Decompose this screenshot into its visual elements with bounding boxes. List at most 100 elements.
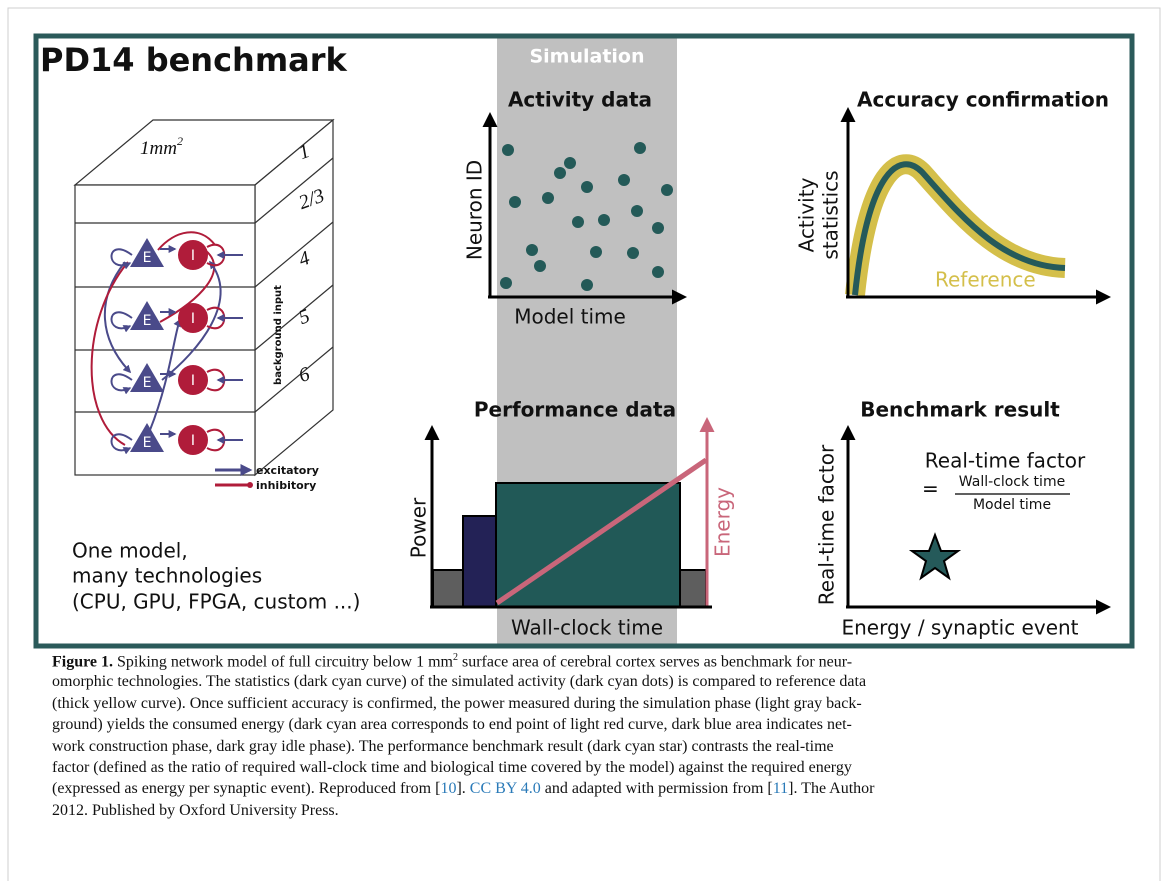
activity-dot xyxy=(564,157,576,169)
panel-title: Accuracy confirmation xyxy=(857,88,1109,112)
caption-text: ground) yields the consumed energy (dark… xyxy=(52,716,852,734)
recurrent-loop xyxy=(110,248,133,270)
legend-label: excitatory xyxy=(256,464,319,477)
caption-line: omorphic technologies. The statistics (d… xyxy=(52,673,866,691)
activity-dots xyxy=(500,142,673,291)
energy-curve xyxy=(495,457,708,606)
caption-text: (thick yellow curve). Once sufficient ac… xyxy=(52,694,862,712)
input-label: background input xyxy=(273,285,284,385)
model-note: One model, xyxy=(72,539,188,563)
area-exponent: 2 xyxy=(177,134,183,148)
axis-label: Activity xyxy=(795,177,819,252)
panel-title: Activity data xyxy=(508,88,652,112)
excitatory-neuron xyxy=(130,238,164,267)
caption-link[interactable]: 10 xyxy=(440,780,457,798)
legend-swatch-end xyxy=(247,482,253,488)
activity-dot xyxy=(590,246,602,258)
caption-text: surface area of cerebral cortex serves a… xyxy=(457,653,853,671)
excitatory-neuron xyxy=(130,301,164,330)
caption-text: work construction phase, dark gray idle … xyxy=(52,737,834,755)
legend-label: inhibitory xyxy=(256,479,316,492)
caption-line: (thick yellow curve). Once sufficient ac… xyxy=(52,695,862,713)
inhibitory-neuron xyxy=(178,240,208,270)
caption-line: 2012. Published by Oxford University Pre… xyxy=(52,802,339,820)
activity-dot xyxy=(502,144,514,156)
area-label: 1mm2 xyxy=(140,134,183,160)
page-frame xyxy=(7,7,1161,881)
neuron-label: I xyxy=(191,433,195,449)
caption-text: omorphic technologies. The statistics (d… xyxy=(52,673,867,691)
formula-numerator: Wall-clock time xyxy=(959,474,1065,490)
activity-dot xyxy=(631,205,643,217)
phase-label: Simulation xyxy=(529,46,644,68)
panel-title: Benchmark result xyxy=(860,398,1060,422)
caption-link[interactable]: 11 xyxy=(772,780,789,798)
idle-phase xyxy=(679,569,707,608)
activity-dot xyxy=(572,216,584,228)
cortex-front xyxy=(74,184,256,476)
caption-text: 2012. Published by Oxford University Pre… xyxy=(52,801,339,819)
activity-dot xyxy=(500,277,512,289)
connection xyxy=(104,261,132,374)
axis-label: Neuron ID xyxy=(463,160,487,260)
axis-label: Energy / synaptic event xyxy=(841,616,1078,640)
figure-title: PD14 benchmark xyxy=(40,41,348,79)
neurons: E I E I E I E I xyxy=(90,231,243,455)
formula-name: Real-time factor xyxy=(925,449,1086,473)
area-text: 1mm xyxy=(140,138,177,159)
recurrent-loop xyxy=(110,373,133,395)
layer-line xyxy=(254,221,334,288)
caption-text: and adapted with permission from [ xyxy=(540,780,773,798)
activity-dot xyxy=(542,192,554,204)
panel-title: Performance data xyxy=(474,398,676,422)
neuron-label: I xyxy=(191,373,195,389)
neuron-label: E xyxy=(143,250,152,266)
axis-label: Model time xyxy=(514,305,626,329)
activity-dot xyxy=(581,181,593,193)
connection xyxy=(90,261,129,446)
layer-line xyxy=(254,284,334,351)
neuron-label: E xyxy=(143,313,152,329)
axis-label: Real-time factor xyxy=(815,444,839,605)
activity-dot xyxy=(534,260,546,272)
activity-dot xyxy=(661,184,673,196)
activity-dot xyxy=(618,174,630,186)
superscript: 2 xyxy=(452,652,458,663)
activity-dot xyxy=(652,222,664,234)
activity-dot xyxy=(581,279,593,291)
simulation-phase xyxy=(495,482,681,608)
caption-line: Figure 1. Spiking network model of full … xyxy=(52,652,852,671)
activity-dot xyxy=(627,247,639,259)
axis-label: Wall-clock time xyxy=(511,616,663,640)
activity-dot xyxy=(634,142,646,154)
formula-denominator: Model time xyxy=(973,497,1051,513)
activity-dot xyxy=(598,214,610,226)
excitatory-neuron xyxy=(130,363,164,392)
excitatory-neuron xyxy=(130,423,164,452)
connection xyxy=(157,231,216,251)
caption-label: Figure 1. xyxy=(52,653,114,671)
caption-text: ]. xyxy=(456,780,470,798)
connection xyxy=(161,260,222,381)
activity-dot xyxy=(526,244,538,256)
caption-text: factor (defined as the ratio of required… xyxy=(52,759,852,776)
recurrent-loop xyxy=(110,311,133,333)
recurrent-loop xyxy=(110,433,133,455)
caption-text: ]. The Author xyxy=(788,780,875,798)
neuron-label: E xyxy=(143,435,152,451)
activity-dot xyxy=(652,266,664,278)
caption-link[interactable]: CC BY 4.0 xyxy=(469,780,541,798)
inhibitory-neuron xyxy=(178,425,208,455)
caption-text: (expressed as energy per synaptic event)… xyxy=(52,780,441,798)
connection xyxy=(149,318,181,431)
layer-line xyxy=(254,157,334,224)
axis-label: Power xyxy=(407,497,431,558)
model-note: many technologies xyxy=(72,564,262,588)
formula-equals: = xyxy=(922,477,939,501)
figure-border xyxy=(33,33,1135,649)
caption-line: factor (defined as the ratio of required… xyxy=(52,759,852,777)
cortex-model xyxy=(73,118,335,477)
construction-phase xyxy=(462,515,497,608)
